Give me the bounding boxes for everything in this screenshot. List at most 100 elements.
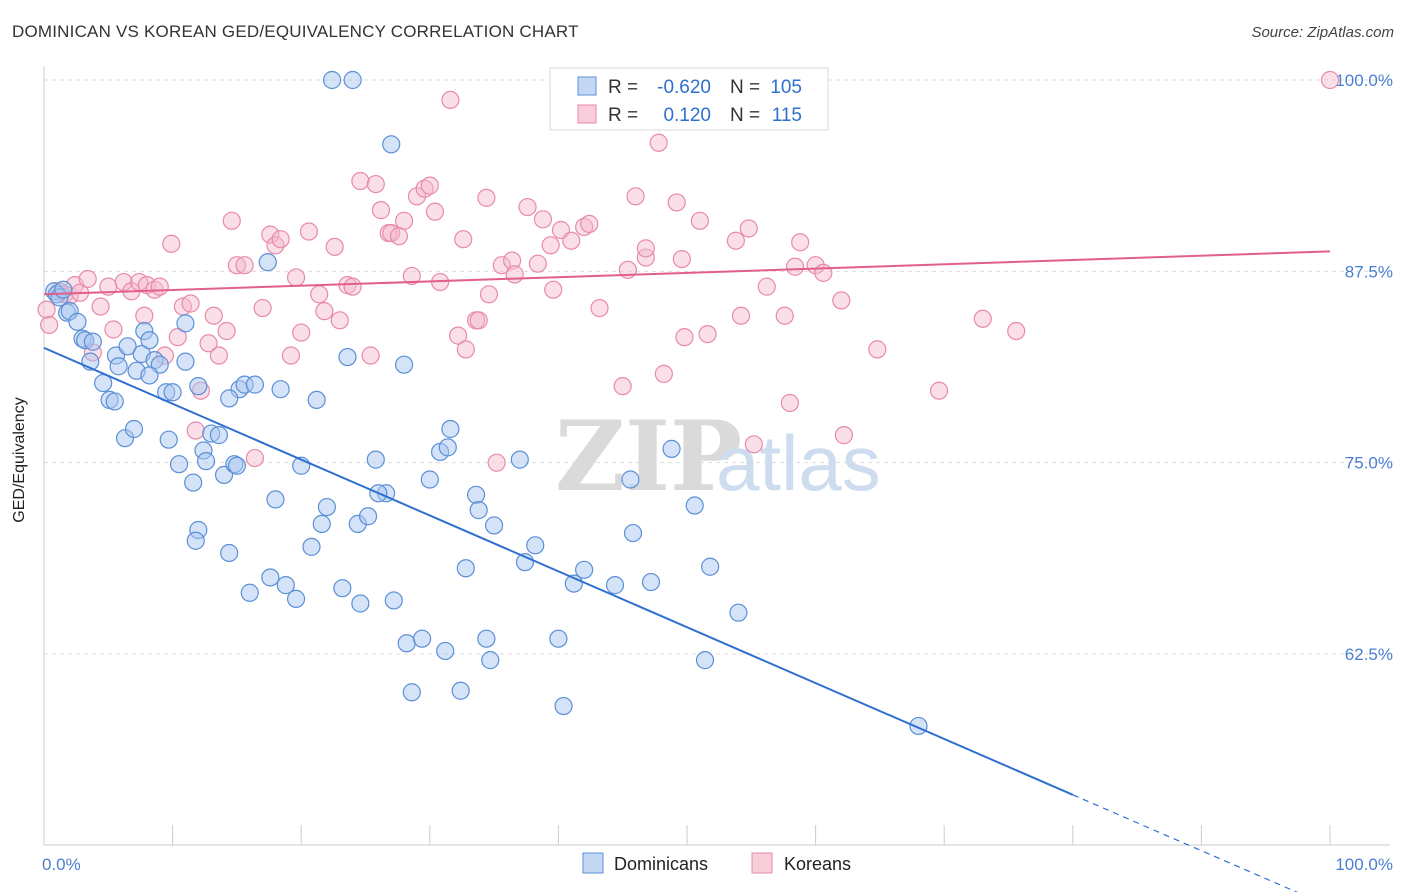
dominican-point [729,603,748,622]
dominican-point [240,583,259,602]
axes [43,66,1390,846]
dominican-point [394,355,414,374]
korean-point [162,234,181,253]
korean-point [487,453,506,472]
series-legend: Dominicans Koreans [582,852,851,874]
stats-legend: R = -0.620 N = 105 R = 0.120 N = 115 [549,67,829,131]
korean-point [503,251,522,270]
korean-point [199,334,218,353]
dominican-point [477,629,496,648]
korean-point [425,202,445,221]
watermark: ZIP atlas [555,400,881,513]
dominican-point [159,430,178,449]
dominican-point [338,347,357,367]
dominican-point [196,452,216,471]
korean-point [456,340,475,359]
dominican-point [605,576,625,595]
korean-point [330,311,349,330]
dominican-point [140,331,159,350]
tick-labels: 62.5% 75.0% 87.5% 100.0% 0.0% 100.0% [42,71,1393,874]
legend-r-label: R = [608,105,638,126]
dominican-point [384,591,403,610]
dominican-point [412,629,432,648]
y-tick-label: 75.0% [1345,454,1393,473]
dominican-point [456,559,475,578]
korean-point [739,219,758,238]
dominican-point [276,576,295,595]
korean-point [868,340,887,359]
watermark-zip: ZIP [555,400,742,513]
korean-point [726,231,745,250]
korean-point [292,323,311,342]
dominican-point [436,641,455,661]
dominican-point [266,490,285,509]
korean-point [518,197,537,217]
legend-n-label: N = [730,77,760,98]
korean-point [590,298,609,318]
korean-point [40,315,59,335]
dominican-point [227,456,246,475]
korean-point [580,214,599,233]
dominican-point [186,531,205,550]
korean-point [626,187,645,206]
korean-point [757,277,776,296]
korean-point [636,239,655,258]
legend-r-value: -0.620 [657,77,711,98]
dominican-point [485,516,504,535]
legend-n-label: N = [730,105,760,126]
korean-point [454,230,473,249]
dominican-point [695,651,715,670]
korean-point [544,280,563,299]
korean-point [505,265,524,284]
koreans-legend-label: Koreans [784,854,851,874]
koreans-legend-swatch [751,852,773,874]
dominican-point [382,135,401,154]
dominican-point [169,455,189,474]
korean-point [222,211,241,230]
korean-point [791,233,810,252]
korean-point [37,300,56,319]
dominican-point [176,314,195,333]
korean-point [420,176,439,195]
korean-point [402,266,421,286]
dominican-point [397,634,416,653]
dominican-point [685,496,704,515]
korean-point [690,211,709,230]
korean-point [775,306,794,325]
dominican-point [358,507,378,526]
dominican-point [701,557,720,576]
dominican-point [163,383,182,402]
dominican-point [245,375,265,394]
korean-point [281,346,301,365]
korean-point [929,381,949,400]
dominican-point [469,501,488,520]
dominican-point [140,366,159,385]
legend-n-value: 105 [770,77,802,98]
korean-point [469,311,488,330]
dominican-point [575,560,594,579]
korean-point [181,294,200,313]
korean-point [253,298,272,318]
dominican-point [438,438,457,457]
chart-title: DOMINICAN VS KOREAN GED/EQUIVALENCY CORR… [12,22,579,41]
korean-point [448,326,468,345]
korean-point [698,324,717,344]
korean-point [533,210,553,229]
x-tick-label: 0.0% [42,855,81,874]
korean-point [186,421,205,440]
korean-point [780,393,799,413]
dominican-point [109,357,128,376]
korean-point [315,302,334,321]
korean-point [667,193,686,212]
korean-point [415,179,434,198]
korean-point [227,256,246,275]
dominican-point [402,683,421,702]
dominican-point [420,470,439,489]
korean-point [407,187,427,206]
korean-point [613,377,632,396]
korean-point [785,257,805,276]
korean-point [114,272,133,292]
korean-point [832,291,851,310]
korean-point [744,435,763,454]
